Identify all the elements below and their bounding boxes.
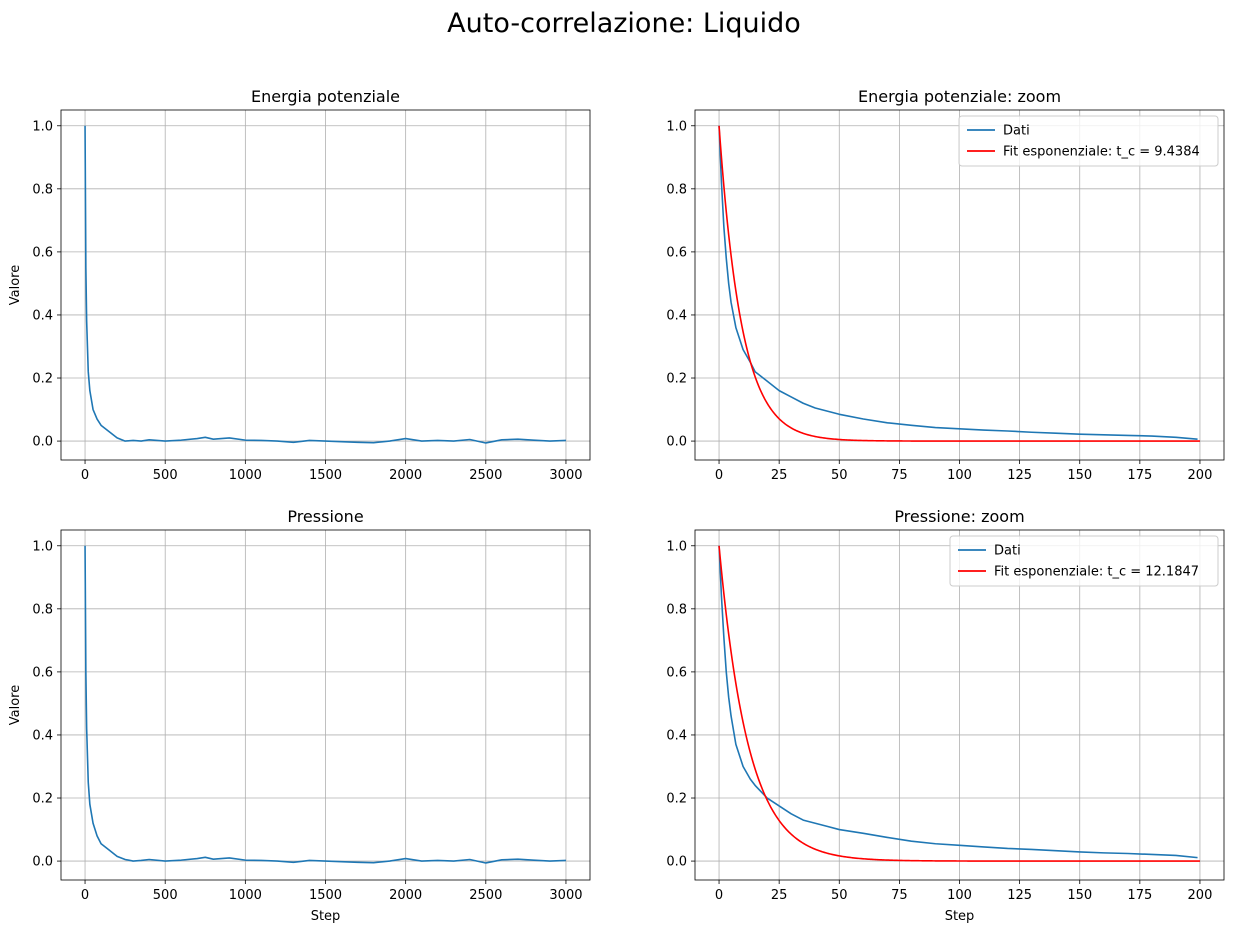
chart-3-frame — [60, 529, 591, 881]
chart-4-legend-box — [949, 535, 1219, 587]
chart-1-ytick-label-1: 0.2 — [32, 372, 53, 387]
chart-1-xtick-label-3: 1500 — [309, 468, 342, 483]
chart-4-ytick-label-3: 0.6 — [666, 665, 687, 680]
chart-3-xtick-label-2: 1000 — [229, 888, 262, 903]
chart-1-ytick-label-5: 1.0 — [32, 119, 53, 134]
chart-2-legend-label-fit: Fit esponenziale: t_c = 9.4384 — [1003, 145, 1200, 160]
chart-3-ylabel: Valore — [8, 685, 23, 725]
chart-2-ytick-label-5: 1.0 — [666, 119, 687, 134]
chart-3-plot-area — [84, 545, 566, 864]
chart-1-title: Energia potenziale — [251, 87, 400, 106]
chart-4-legend: Dati Fit esponenziale: t_c = 12.1847 — [949, 535, 1219, 587]
chart-2-xtick-label-8: 200 — [1188, 468, 1213, 483]
chart-2-xtick-label-0: 0 — [715, 468, 723, 483]
chart-3-ytick-label-5: 1.0 — [32, 539, 53, 554]
chart-4-ytick-label-0: 0.0 — [666, 855, 687, 870]
chart-1-ytick-label-0: 0.0 — [32, 435, 53, 450]
chart-1-xtick-label-1: 500 — [153, 468, 178, 483]
chart-3-xtick-label-6: 3000 — [549, 888, 582, 903]
chart-2-xtick-label-4: 100 — [947, 468, 972, 483]
chart-2-ytick-label-0: 0.0 — [666, 435, 687, 450]
chart-2-legend-label-data: Dati — [1003, 124, 1030, 139]
figure-suptitle: Auto-correlazione: Liquido — [447, 8, 801, 39]
chart-1-ytick-label-3: 0.6 — [32, 245, 53, 260]
chart-1-ytick-label-4: 0.8 — [32, 182, 53, 197]
chart-4-legend-label-fit: Fit esponenziale: t_c = 12.1847 — [994, 565, 1199, 580]
chart-4-xtick-label-1: 25 — [771, 888, 788, 903]
chart-2-xtick-label-6: 150 — [1067, 468, 1092, 483]
chart-3-ytick-label-0: 0.0 — [32, 855, 53, 870]
chart-4-series-fit-line — [718, 545, 1200, 862]
chart-3-ytick-label-2: 0.4 — [32, 728, 53, 743]
chart-2-ytick-label-1: 0.2 — [666, 372, 687, 387]
chart-1-xtick-label-5: 2500 — [469, 468, 502, 483]
chart-1-xtick-label-0: 0 — [81, 468, 89, 483]
chart-4-series-data-line — [718, 545, 1198, 859]
chart-4: 0 25 50 75 100 125 150 175 200 0.0 0.2 0.4 0.6 0.8 1.0… — [666, 507, 1225, 924]
chart-2-xtick-label-5: 125 — [1007, 468, 1032, 483]
chart-3-ytick-label-4: 0.8 — [32, 602, 53, 617]
chart-3-xtick-label-4: 2000 — [389, 888, 422, 903]
chart-2-series-data-line — [718, 125, 1198, 440]
chart-3-xtick-label-1: 500 — [153, 888, 178, 903]
chart-3-ytick-label-1: 0.2 — [32, 792, 53, 807]
chart-1-plot-area — [84, 125, 566, 444]
chart-2-legend: Dati Fit esponenziale: t_c = 9.4384 — [958, 115, 1219, 167]
chart-4-xtick-label-3: 75 — [891, 888, 908, 903]
chart-4-xtick-label-6: 150 — [1067, 888, 1092, 903]
chart-2-xtick-label-1: 25 — [771, 468, 788, 483]
chart-4-ytick-label-4: 0.8 — [666, 602, 687, 617]
chart-2-ytick-label-4: 0.8 — [666, 182, 687, 197]
chart-1-xtick-label-2: 1000 — [229, 468, 262, 483]
chart-2-series-fit-line — [718, 125, 1200, 442]
chart-2-ytick-label-3: 0.6 — [666, 245, 687, 260]
chart-2-xtick-label-2: 50 — [831, 468, 848, 483]
chart-1-frame — [60, 109, 591, 461]
chart-4-title: Pressione: zoom — [894, 507, 1024, 526]
chart-4-xtick-label-7: 175 — [1127, 888, 1152, 903]
chart-2-legend-box — [958, 115, 1219, 167]
chart-3-xtick-label-5: 2500 — [469, 888, 502, 903]
chart-1-xtick-label-6: 3000 — [549, 468, 582, 483]
chart-4-plot-area — [718, 545, 1200, 862]
chart-1-series-data-line — [84, 125, 566, 444]
chart-1: 0 500 1000 1500 2000 2500 3000 0.0 0.2 0.4 0.6 0.8 1… — [8, 87, 591, 483]
chart-2-xtick-label-3: 75 — [891, 468, 908, 483]
chart-4-xtick-label-5: 125 — [1007, 888, 1032, 903]
chart-1-ytick-label-2: 0.4 — [32, 308, 53, 323]
chart-3-xtick-label-0: 0 — [81, 888, 89, 903]
chart-2-title: Energia potenziale: zoom — [858, 87, 1061, 106]
chart-1-xtick-label-4: 2000 — [389, 468, 422, 483]
chart-3-xtick-label-3: 1500 — [309, 888, 342, 903]
chart-4-ytick-label-5: 1.0 — [666, 539, 687, 554]
chart-3-xlabel: Step — [311, 909, 341, 924]
chart-4-xtick-label-8: 200 — [1188, 888, 1213, 903]
chart-4-xtick-label-4: 100 — [947, 888, 972, 903]
chart-3-title: Pressione — [287, 507, 363, 526]
chart-1-ylabel: Valore — [8, 265, 23, 305]
chart-3-ytick-label-3: 0.6 — [32, 665, 53, 680]
chart-2: 0 25 50 75 100 125 150 175 200 0.0 0.2 0.4 0.6 0.8 1.0… — [666, 87, 1225, 483]
chart-4-xtick-label-2: 50 — [831, 888, 848, 903]
chart-2-frame — [694, 109, 1225, 461]
chart-4-ytick-label-2: 0.4 — [666, 728, 687, 743]
chart-2-plot-area — [718, 125, 1200, 442]
chart-4-xlabel: Step — [945, 909, 975, 924]
chart-4-legend-label-data: Dati — [994, 544, 1021, 559]
chart-2-ytick-label-2: 0.4 — [666, 308, 687, 323]
chart-3: 0 500 1000 1500 2000 2500 3000 0.0 0.2 0.4 0.6 0.8 1… — [8, 507, 591, 924]
chart-2-xtick-label-7: 175 — [1127, 468, 1152, 483]
subplots-grid: 0 500 1000 1500 2000 2500 30000.00.20.40.60.81… — [8, 87, 1225, 924]
chart-4-frame — [694, 529, 1225, 881]
chart-4-xtick-label-0: 0 — [715, 888, 723, 903]
chart-3-series-data-line — [84, 545, 566, 864]
chart-4-ytick-label-1: 0.2 — [666, 792, 687, 807]
